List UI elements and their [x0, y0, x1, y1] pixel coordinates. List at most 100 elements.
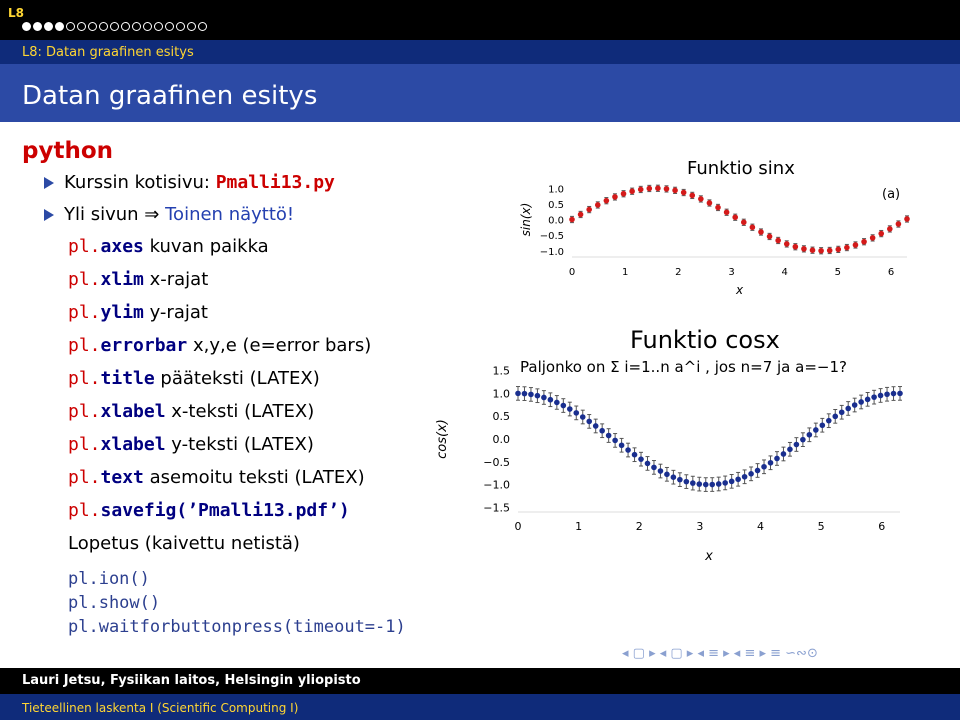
data-point — [690, 480, 696, 486]
subsection-label[interactable]: L8: Datan graafinen esitys — [22, 45, 194, 60]
x-tick-label: 6 — [888, 267, 894, 278]
nav-dot[interactable] — [88, 22, 97, 31]
code-line: pl.waitforbuttonpress(timeout=-1) — [68, 617, 406, 637]
data-point — [844, 244, 850, 251]
data-point — [825, 417, 832, 424]
nav-dot[interactable] — [143, 22, 152, 31]
data-point — [655, 185, 661, 192]
data-point — [612, 437, 618, 444]
code-desc: asemoitu teksti (LATEX) — [143, 467, 365, 488]
data-point — [722, 480, 728, 486]
code-name: pl.savefig(’Pmalli13.pdf’) — [68, 500, 350, 521]
footer-course-bar: Tieteellinen laskenta I (Scientific Comp… — [0, 694, 960, 720]
data-point — [819, 422, 826, 429]
data-point — [629, 188, 635, 195]
data-point — [774, 455, 780, 462]
footer-course: Tieteellinen laskenta I (Scientific Comp… — [22, 701, 299, 715]
data-point — [780, 451, 787, 457]
nav-dot[interactable] — [33, 22, 42, 31]
data-point — [528, 391, 534, 398]
nav-dot[interactable] — [99, 22, 108, 31]
code-item: pl.xlabel y-teksti (LATEX) — [68, 434, 314, 455]
frame-title: Datan graafinen esitys — [22, 81, 318, 111]
x-tick-label: 0 — [569, 267, 575, 278]
data-point — [683, 478, 690, 485]
code-name: pl.title — [68, 368, 155, 389]
data-point — [732, 214, 739, 221]
code-item: pl.ylim y-rajat — [68, 302, 208, 323]
data-point — [793, 441, 800, 448]
nav-dot[interactable] — [187, 22, 196, 31]
nav-dot[interactable] — [55, 22, 64, 31]
code-desc: pääteksti (LATEX) — [154, 368, 320, 389]
bullet-row: Yli sivun ⇒ Toinen näyttö! — [44, 204, 294, 225]
chart-title: Funktio cosx — [630, 326, 780, 354]
nav-dot[interactable] — [121, 22, 130, 31]
data-point — [637, 186, 644, 193]
data-point — [895, 221, 902, 227]
nav-dot[interactable] — [176, 22, 185, 31]
data-point — [715, 204, 721, 211]
second-screen-link[interactable]: Toinen näyttö! — [165, 204, 295, 225]
nav-dot[interactable] — [44, 22, 53, 31]
data-point — [566, 406, 573, 412]
data-point — [766, 233, 773, 240]
data-point — [897, 390, 903, 397]
nav-dot[interactable] — [22, 22, 31, 31]
code-desc: x,y,e (e=error bars) — [187, 335, 372, 356]
data-point — [835, 246, 842, 253]
data-point — [890, 390, 897, 397]
data-point — [787, 446, 793, 453]
y-tick-label: 1.0 — [493, 387, 511, 400]
y-tick-label: 0.0 — [548, 216, 564, 227]
data-point — [664, 471, 670, 478]
code-item: pl.xlim x-rajat — [68, 269, 208, 290]
x-tick-label: 1 — [575, 520, 582, 533]
sin-chart: Funktio sinx (a) 0 1 2 3 4 5 6 1.0 0.5 0.0 −0.5 −1.0 x… — [519, 158, 910, 297]
footer-author-bar: Lauri Jetsu, Fysiikan laitos, Helsingin … — [0, 668, 960, 694]
y-tick-label: −0.5 — [540, 231, 564, 242]
data-point — [783, 241, 790, 247]
data-point — [554, 399, 560, 406]
bullet-text: Kurssin kotisivu: — [64, 172, 216, 193]
code-name: pl.errorbar — [68, 335, 188, 356]
nav-dot[interactable] — [132, 22, 141, 31]
slide-navigation-dots[interactable] — [22, 22, 207, 31]
code-name: pl.xlabel — [68, 401, 166, 422]
data-point — [740, 219, 747, 226]
x-tick-label: 6 — [878, 520, 885, 533]
nav-symbols[interactable]: ◂ ▢ ▸ ◂ ▢ ▸ ◂ ≡ ▸ ◂ ≡ ▸ ≡ ∽∾⊙ — [622, 646, 818, 661]
nav-dot[interactable] — [198, 22, 207, 31]
beamer-navigation-icons[interactable]: ◂ ▢ ▸ ◂ ▢ ▸ ◂ ≡ ▸ ◂ ≡ ▸ ≡ ∽∾⊙ — [622, 646, 818, 661]
y-axis-label: sin(x) — [519, 203, 533, 237]
data-point — [826, 247, 833, 254]
data-point — [680, 189, 687, 196]
data-point — [735, 476, 741, 483]
nav-dot[interactable] — [154, 22, 163, 31]
data-point — [612, 194, 618, 200]
data-point — [709, 481, 716, 488]
data-point — [904, 216, 910, 222]
x-tick-label: 4 — [757, 520, 764, 533]
section-label[interactable]: L8 — [8, 6, 24, 20]
y-axis-label: cos(x) — [435, 419, 450, 459]
nav-dot[interactable] — [165, 22, 174, 31]
nav-dot[interactable] — [110, 22, 119, 31]
data-point — [754, 467, 761, 474]
data-point — [547, 396, 554, 403]
lopetus-text: Lopetus (kaivettu netistä) — [68, 533, 300, 554]
data-point — [657, 468, 664, 474]
data-point — [631, 451, 638, 458]
data-point — [625, 447, 631, 453]
data-point — [818, 247, 824, 254]
data-point — [577, 211, 584, 218]
homepage-code[interactable]: Pmalli13.py — [215, 172, 335, 193]
data-point — [646, 185, 653, 192]
data-point — [677, 476, 683, 483]
nav-dot[interactable] — [66, 22, 75, 31]
data-point — [723, 209, 730, 216]
cos-chart: Funktio cosx Paljonko on Σ i=1..n a^i , j… — [435, 326, 903, 564]
code-desc: y-rajat — [143, 302, 208, 323]
nav-dot[interactable] — [77, 22, 86, 31]
data-point — [560, 402, 567, 409]
